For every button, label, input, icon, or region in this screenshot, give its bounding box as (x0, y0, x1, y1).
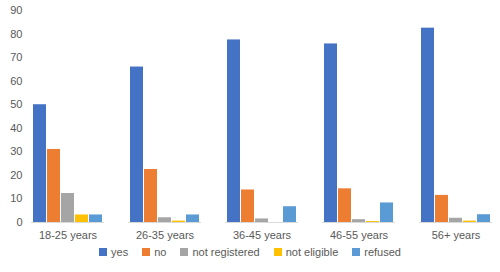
svg-text:20: 20 (10, 169, 22, 181)
svg-text:18-25 years: 18-25 years (39, 229, 98, 241)
svg-text:56+ years: 56+ years (432, 229, 481, 241)
html-text:not eligible: not eligible (285, 246, 339, 258)
svg-text:0: 0 (16, 216, 22, 228)
svg-text:30: 30 (10, 145, 22, 157)
svg-text:46-55 years: 46-55 years (330, 229, 389, 241)
svg-text:90: 90 (10, 4, 22, 16)
html-text:no: no (154, 246, 167, 258)
svg-text:50: 50 (10, 98, 22, 110)
html-text:yes: yes (111, 246, 129, 258)
svg-text:80: 80 (10, 28, 22, 40)
html-text:not registered: not registered (192, 246, 260, 258)
svg-text:70: 70 (10, 51, 22, 63)
svg-text:40: 40 (10, 122, 22, 134)
svg-text:60: 60 (10, 75, 22, 87)
svg-text:26-35 years: 26-35 years (136, 229, 195, 241)
html-text:refused: refused (364, 246, 401, 258)
svg-text:10: 10 (10, 192, 22, 204)
svg-text:36-45 years: 36-45 years (233, 229, 292, 241)
